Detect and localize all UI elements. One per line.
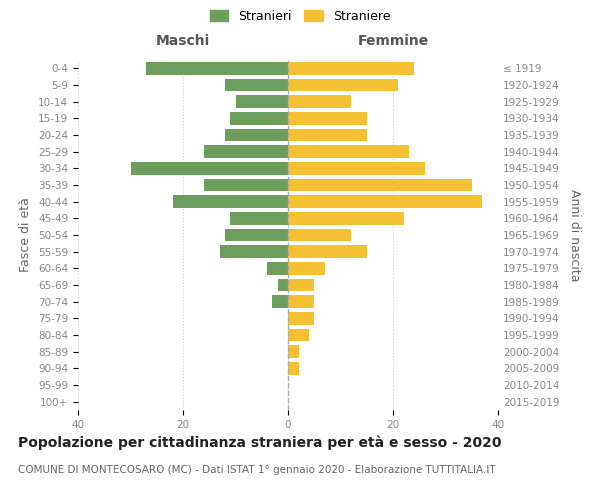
Bar [272, 296, 288, 308]
Legend: Stranieri, Straniere: Stranieri, Straniere [206, 6, 394, 26]
Bar [288, 346, 299, 358]
Bar [204, 146, 288, 158]
Bar [288, 329, 309, 341]
Bar [130, 162, 288, 174]
Bar [230, 112, 288, 124]
Bar [288, 79, 398, 92]
Text: Popolazione per cittadinanza straniera per età e sesso - 2020: Popolazione per cittadinanza straniera p… [18, 435, 502, 450]
Bar [277, 279, 288, 291]
Bar [225, 128, 288, 141]
Bar [288, 212, 404, 224]
Bar [288, 179, 472, 191]
Bar [225, 229, 288, 241]
Text: Femmine: Femmine [358, 34, 428, 48]
Text: Maschi: Maschi [156, 34, 210, 48]
Bar [220, 246, 288, 258]
Bar [288, 279, 314, 291]
Bar [288, 362, 299, 374]
Bar [288, 229, 351, 241]
Bar [230, 212, 288, 224]
Bar [267, 262, 288, 274]
Bar [288, 112, 367, 124]
Bar [235, 96, 288, 108]
Bar [288, 62, 414, 74]
Bar [225, 79, 288, 92]
Bar [288, 146, 409, 158]
Bar [204, 179, 288, 191]
Bar [288, 296, 314, 308]
Bar [288, 246, 367, 258]
Bar [288, 196, 482, 208]
Bar [288, 262, 325, 274]
Y-axis label: Fasce di età: Fasce di età [19, 198, 32, 272]
Bar [288, 128, 367, 141]
Bar [146, 62, 288, 74]
Bar [288, 96, 351, 108]
Text: COMUNE DI MONTECOSARO (MC) - Dati ISTAT 1° gennaio 2020 - Elaborazione TUTTITALI: COMUNE DI MONTECOSARO (MC) - Dati ISTAT … [18, 465, 496, 475]
Bar [173, 196, 288, 208]
Bar [288, 312, 314, 324]
Y-axis label: Anni di nascita: Anni di nascita [568, 188, 581, 281]
Bar [288, 162, 425, 174]
